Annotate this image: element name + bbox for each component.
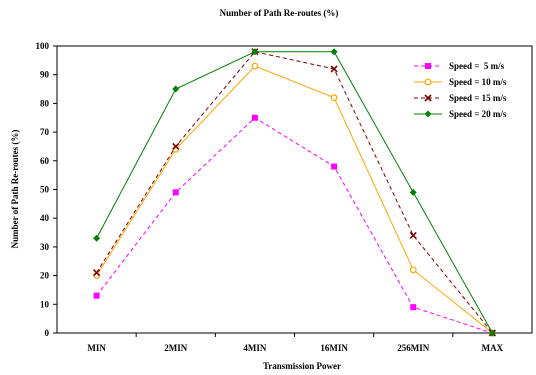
- plot-area: 0 10 20 30 40 50 60 70 80 90 100 MIN 2MIN 4MIN 16MIN 25…: [36, 41, 533, 353]
- legend-marker: [424, 94, 432, 102]
- x-tick-label: 256MIN: [397, 343, 429, 353]
- chart-title: Number of Path Re-routes (%): [220, 8, 339, 18]
- legend-label: Speed = 20 m/s: [449, 109, 507, 119]
- data-point: [488, 329, 496, 337]
- y-tick-label: 40: [40, 213, 50, 223]
- data-point: [93, 234, 101, 242]
- y-tick-label: 10: [40, 299, 50, 309]
- data-point: [330, 65, 338, 73]
- y-tick-label: 100: [36, 41, 50, 51]
- series-2: [93, 62, 496, 337]
- series-line: [96, 51, 493, 334]
- series-1: [93, 114, 496, 336]
- y-tick-label: 20: [40, 271, 50, 281]
- data-point: [409, 188, 417, 196]
- legend-marker: [425, 63, 431, 69]
- x-axis-label: Transmission Power: [263, 361, 341, 371]
- series-4: [93, 48, 496, 337]
- y-tick-label: 80: [40, 98, 50, 108]
- data-point: [410, 304, 417, 311]
- y-tick-label: 60: [40, 156, 50, 166]
- legend-item: Speed = 15 m/s: [414, 93, 507, 103]
- legend-marker: [424, 78, 432, 86]
- legend-marker: [424, 110, 432, 118]
- legend-label: Speed = 15 m/s: [449, 93, 507, 103]
- data-point: [251, 48, 259, 56]
- legend: Speed = 5 m/s Speed = 10 m/s Speed = 15 m/…: [414, 61, 507, 119]
- x-tick-label: 4MIN: [243, 343, 266, 353]
- data-point: [409, 266, 417, 274]
- series-line: [96, 117, 493, 334]
- data-point: [93, 269, 101, 277]
- y-tick-label: 50: [40, 185, 50, 195]
- series-line: [96, 65, 493, 334]
- data-point: [331, 163, 338, 170]
- data-point: [172, 142, 180, 151]
- y-tick-label: 30: [40, 242, 50, 252]
- series-3: [93, 48, 496, 337]
- y-axis-label-text: Number of Path Re-routes (%): [10, 130, 20, 249]
- legend-label: Speed = 5 m/s: [449, 61, 505, 71]
- x-tick-label: 2MIN: [164, 343, 187, 353]
- data-point: [330, 48, 338, 56]
- data-point: [330, 94, 338, 102]
- x-tick-label: MAX: [482, 343, 504, 353]
- data-point: [172, 189, 179, 196]
- y-tick-label: 70: [40, 127, 50, 137]
- legend-item: Speed = 10 m/s: [414, 77, 507, 87]
- data-point: [251, 114, 258, 121]
- y-axis-label: Number of Path Re-routes (%): [10, 130, 20, 249]
- x-tick-label: MIN: [87, 343, 106, 353]
- y-tick-label: 0: [45, 328, 50, 338]
- legend-label: Speed = 10 m/s: [449, 77, 507, 87]
- series-line: [96, 51, 493, 334]
- data-point: [251, 62, 259, 70]
- y-tick-label: 90: [40, 70, 50, 80]
- legend-item: Speed = 5 m/s: [414, 61, 505, 71]
- data-point: [93, 292, 100, 299]
- x-tick-label: 16MIN: [320, 343, 348, 353]
- legend-item: Speed = 20 m/s: [414, 109, 507, 119]
- data-point: [172, 85, 180, 93]
- plot-frame: [56, 45, 533, 334]
- data-point: [409, 231, 417, 239]
